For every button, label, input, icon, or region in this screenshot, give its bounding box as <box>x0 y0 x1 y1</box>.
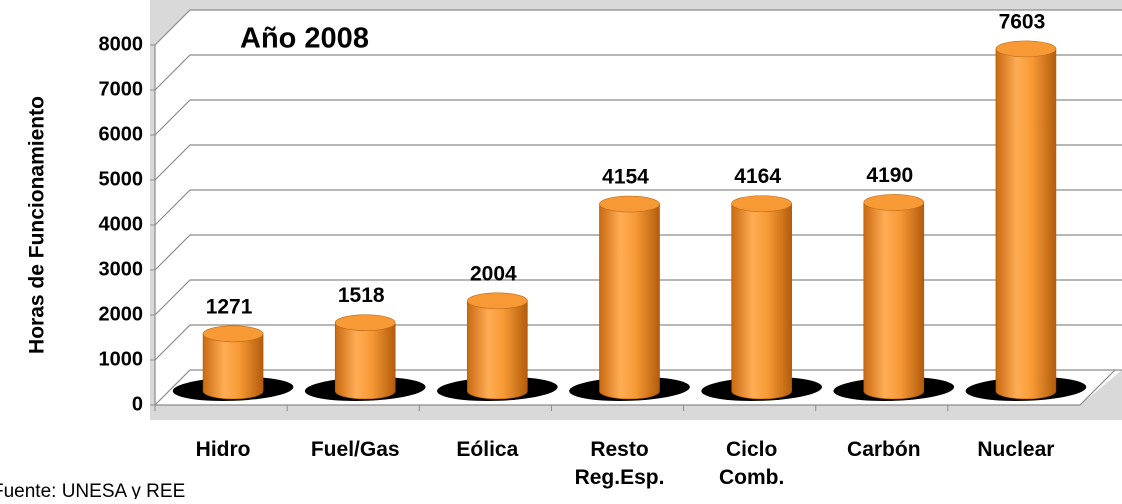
grid-line <box>154 189 1122 226</box>
x-tick-label: Hidro <box>196 438 251 461</box>
y-tick-label: 1000 <box>99 348 144 370</box>
bar-body <box>731 203 792 400</box>
grid-line <box>154 144 1122 181</box>
data-label: 1518 <box>338 284 385 307</box>
bar-body <box>863 202 925 400</box>
y-tick-label: 2000 <box>99 303 144 325</box>
bar <box>202 325 264 400</box>
bar-top <box>995 40 1057 58</box>
bar-top <box>202 325 264 343</box>
y-tick-label: 8000 <box>99 33 144 55</box>
grid-line <box>154 234 1122 271</box>
y-tick-label: 7000 <box>99 78 144 100</box>
bar-top <box>599 195 660 213</box>
bar <box>599 195 660 400</box>
x-tick-label: Carbón <box>847 438 921 461</box>
grid-line <box>154 9 1122 46</box>
bar-top <box>731 195 792 212</box>
data-label: 7603 <box>999 10 1046 33</box>
grid-line <box>154 324 1122 361</box>
data-label: 2004 <box>470 262 517 285</box>
bar-body <box>202 333 264 400</box>
y-axis-label: Horas de Funcionamiento <box>26 96 49 354</box>
bar <box>334 314 396 400</box>
data-label: 4154 <box>602 166 649 189</box>
bar-body <box>467 300 528 400</box>
bar <box>731 195 792 400</box>
x-tick-label: Resto Reg.Esp. <box>575 438 665 489</box>
y-tick-label: 6000 <box>99 123 144 145</box>
data-label: 1271 <box>206 295 253 318</box>
data-label: 4190 <box>866 164 913 187</box>
x-tick-label: Eólica <box>456 438 518 461</box>
bar-top <box>863 194 925 211</box>
x-tick-label: Nuclear <box>977 438 1054 461</box>
bar <box>863 194 925 400</box>
bar-body <box>334 322 396 400</box>
grid-line <box>154 54 1122 91</box>
bar-body <box>599 203 660 400</box>
x-tick-label: Fuel/Gas <box>311 438 400 461</box>
bar <box>467 292 528 400</box>
grid-line <box>154 279 1122 316</box>
data-label: 4164 <box>734 165 781 188</box>
grid-line <box>154 99 1122 136</box>
grid-line <box>154 369 1122 406</box>
floor-edge <box>155 369 1116 406</box>
bar-top <box>334 314 396 331</box>
bar <box>995 40 1057 400</box>
chart-title: Año 2008 <box>240 23 369 55</box>
bar-top <box>467 292 528 310</box>
x-tick-label: Ciclo Comb. <box>719 438 784 489</box>
y-tick-label: 0 <box>132 393 143 415</box>
source-note: Fuente: UNESA y REE <box>0 481 185 499</box>
y-tick-label: 3000 <box>99 258 144 280</box>
y-tick-label: 5000 <box>99 168 144 190</box>
y-tick-label: 4000 <box>99 213 144 235</box>
bar-body <box>995 48 1057 400</box>
